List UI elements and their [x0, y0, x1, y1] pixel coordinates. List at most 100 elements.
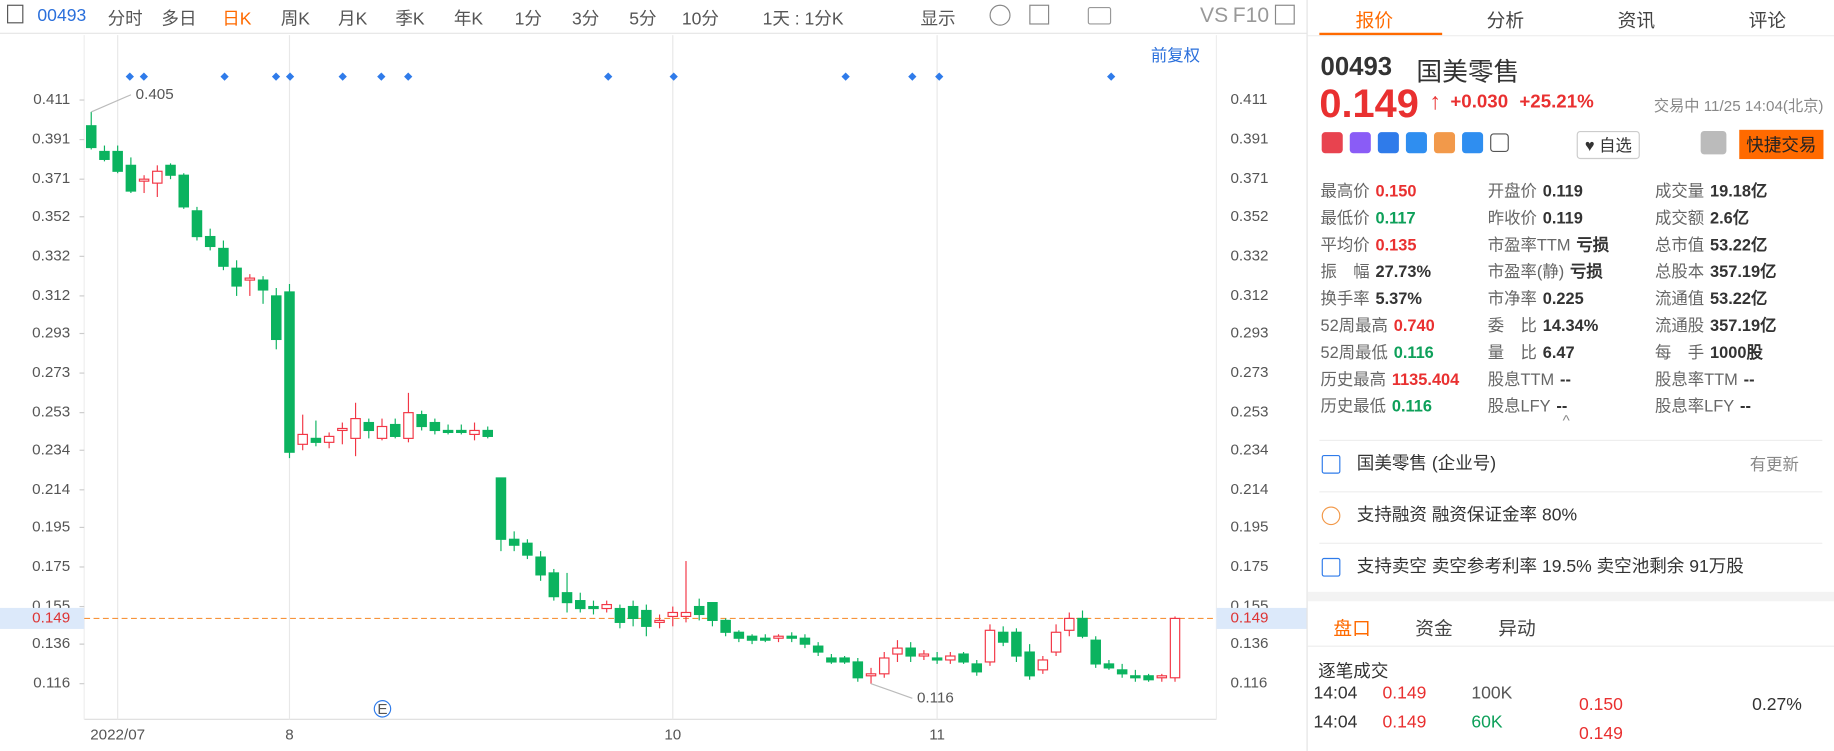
change-pct: +25.21%	[1519, 92, 1594, 113]
period[interactable]: 月K	[338, 9, 368, 30]
y-tick-label-right: 0.352	[1230, 208, 1268, 225]
box-icon[interactable]	[1029, 4, 1050, 25]
candle-body	[363, 421, 375, 432]
candle-body	[812, 645, 824, 653]
last-price-label: 0.149	[32, 609, 70, 626]
stat-label: 量 比	[1487, 342, 1537, 362]
candle-body	[350, 417, 361, 439]
stock-code[interactable]: 00493	[37, 5, 87, 26]
stat: 最高价 0.150	[1321, 179, 1417, 202]
bottom-tab[interactable]: 异动	[1498, 619, 1536, 640]
candle-body	[707, 602, 718, 621]
candle-body	[522, 542, 533, 556]
period[interactable]: 分时	[107, 9, 143, 30]
panel-toggle[interactable]	[1274, 4, 1295, 25]
bottom-tab[interactable]: 资金	[1415, 619, 1453, 640]
camera-icon[interactable]	[1087, 7, 1112, 25]
stat-value: 2.6亿	[1710, 208, 1750, 227]
stat-label: 流通股	[1655, 315, 1705, 335]
stat-label: 振 幅	[1320, 261, 1370, 281]
stat-value: 0.116	[1393, 342, 1434, 362]
y-tick-label-right: 0.253	[1230, 404, 1268, 421]
period[interactable]: 3分	[571, 9, 600, 30]
info-text: 国美零售 (企业号)	[1356, 453, 1497, 474]
last-price-band	[0, 607, 85, 629]
info-row[interactable]: 支持融资 融资保证金率 80%	[1319, 491, 1823, 534]
stat: 52周最低 0.116	[1321, 340, 1434, 363]
candle-body	[85, 125, 97, 149]
tab[interactable]: 评论	[1748, 11, 1787, 32]
candle-body	[931, 657, 943, 661]
watch-button[interactable]: ♥ 自选	[1576, 130, 1641, 160]
candle-body	[508, 538, 520, 546]
candle-body	[746, 635, 758, 641]
bottom-tab[interactable]: 盘口	[1333, 619, 1371, 640]
candle-body	[1143, 675, 1154, 681]
y-tick-label-right: 0.371	[1230, 170, 1268, 187]
period[interactable]: 周K	[280, 9, 310, 30]
range-select[interactable]: 1天 : 1分K	[762, 9, 844, 30]
tab[interactable]: 报价	[1355, 11, 1394, 32]
stat-label: 开盘价	[1487, 181, 1537, 201]
tab[interactable]: 资讯	[1617, 11, 1656, 32]
quick-trade-button[interactable]: 快捷交易	[1739, 129, 1824, 160]
candle-body	[152, 170, 163, 184]
candle-body	[178, 174, 190, 208]
collapse-caret[interactable]: ^	[1562, 411, 1570, 430]
period[interactable]: 5分	[629, 9, 657, 30]
period[interactable]: 1分	[514, 9, 542, 30]
trade-price: 0.149	[1382, 683, 1427, 703]
divider	[1307, 645, 1834, 647]
event-icon-letter: E	[377, 701, 387, 718]
period[interactable]: 日K	[222, 9, 252, 30]
plot-area	[84, 35, 1217, 720]
stat-label: 52周最高	[1320, 315, 1388, 335]
stat-label: 历史最低	[1320, 396, 1387, 416]
candle-body	[125, 164, 137, 192]
candle-body	[284, 291, 295, 453]
stat: 市盈率(静) 亏损	[1488, 260, 1603, 283]
candle-body	[1064, 617, 1075, 631]
info-row[interactable]: 支持卖空 卖空参考利率 19.5% 卖空池剩余 91万股	[1319, 542, 1823, 586]
display-menu[interactable]: 显示	[920, 9, 956, 30]
stat-value: 53.22亿	[1710, 288, 1768, 308]
candle-body	[456, 429, 467, 434]
y-tick-label: 0.214	[32, 481, 70, 498]
y-tick-label-right: 0.234	[1230, 441, 1268, 458]
candle-body	[852, 661, 864, 679]
f10-button[interactable]: F10	[1232, 3, 1270, 27]
kline-chart: 2022/07 8 10 11 0.411 0.411 0.391 0.391 0.371 0.3…	[0, 35, 1307, 744]
stat-label: 平均价	[1320, 235, 1370, 254]
alert-button[interactable]	[1700, 130, 1727, 155]
period[interactable]: 10分	[681, 9, 719, 30]
menu-icon[interactable]	[7, 4, 24, 24]
candle-body	[257, 279, 269, 291]
settings-icon[interactable]	[989, 4, 1011, 26]
candle-body	[1024, 651, 1035, 677]
candle-body	[165, 164, 176, 176]
candle-body	[1116, 669, 1128, 675]
stat-label: 市净率	[1487, 288, 1537, 308]
stat-value: 19.18亿	[1710, 181, 1768, 201]
event-marker	[220, 72, 229, 81]
info-row[interactable]: 国美零售 (企业号) 有更新	[1319, 439, 1823, 483]
stat-value: 53.22亿	[1710, 235, 1768, 254]
stat: 52周最高 0.740	[1321, 313, 1435, 336]
candle-body	[1169, 617, 1181, 679]
candle-body	[1090, 639, 1101, 665]
y-tick-label: 0.293	[32, 325, 70, 342]
tab[interactable]: 分析	[1486, 11, 1525, 32]
vs-button[interactable]: VS	[1200, 3, 1229, 27]
period[interactable]: 年K	[453, 9, 484, 30]
period[interactable]: 多日	[161, 9, 197, 30]
period[interactable]: 季K	[395, 9, 425, 30]
event-marker	[604, 72, 613, 81]
adjust-mode[interactable]: 前复权	[1150, 45, 1201, 65]
y-tick-label-right: 0.214	[1230, 481, 1268, 498]
candle-body	[482, 429, 494, 437]
candle-body	[204, 235, 216, 248]
candle-body	[389, 423, 401, 437]
stat-value: 亏损	[1576, 235, 1610, 254]
candle-body	[442, 429, 454, 434]
annotation: 0.116	[917, 689, 954, 706]
